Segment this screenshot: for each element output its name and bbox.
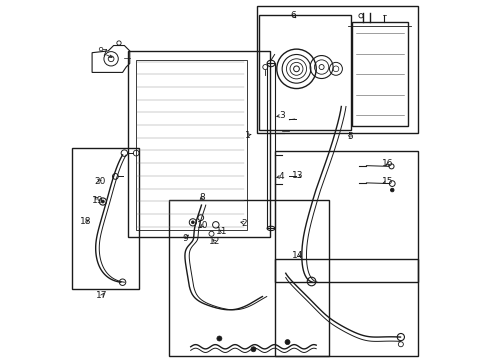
Text: 9: 9 bbox=[183, 234, 188, 243]
Circle shape bbox=[191, 221, 194, 224]
Circle shape bbox=[101, 200, 104, 203]
Text: 8: 8 bbox=[199, 193, 204, 202]
Bar bbox=[351, 22, 407, 126]
Circle shape bbox=[389, 188, 393, 192]
Bar bbox=[128, 51, 269, 237]
Text: 6: 6 bbox=[290, 10, 296, 19]
Circle shape bbox=[250, 347, 255, 352]
Text: 1: 1 bbox=[244, 131, 250, 140]
Text: 12: 12 bbox=[209, 237, 220, 246]
Text: 14: 14 bbox=[291, 251, 303, 260]
Text: 18: 18 bbox=[80, 217, 91, 226]
Text: 19: 19 bbox=[92, 195, 104, 204]
Bar bbox=[266, 63, 274, 228]
Text: 3: 3 bbox=[278, 111, 284, 120]
Bar bbox=[257, 6, 418, 134]
Text: 16: 16 bbox=[382, 159, 393, 168]
Bar bbox=[136, 60, 246, 230]
Text: 7: 7 bbox=[101, 49, 106, 58]
Text: 13: 13 bbox=[291, 171, 303, 180]
Bar bbox=[72, 148, 139, 289]
Text: 2: 2 bbox=[241, 219, 247, 228]
Text: 17: 17 bbox=[96, 291, 108, 300]
Bar bbox=[258, 15, 351, 130]
Text: 11: 11 bbox=[215, 227, 227, 236]
Text: 20: 20 bbox=[94, 176, 105, 185]
Circle shape bbox=[285, 339, 289, 345]
Bar bbox=[274, 151, 418, 282]
Text: 4: 4 bbox=[279, 172, 284, 181]
Circle shape bbox=[217, 336, 222, 341]
Text: 5: 5 bbox=[347, 132, 353, 141]
Bar bbox=[169, 200, 329, 356]
Text: 15: 15 bbox=[381, 177, 392, 186]
Bar bbox=[274, 259, 418, 356]
Text: 10: 10 bbox=[196, 221, 208, 230]
